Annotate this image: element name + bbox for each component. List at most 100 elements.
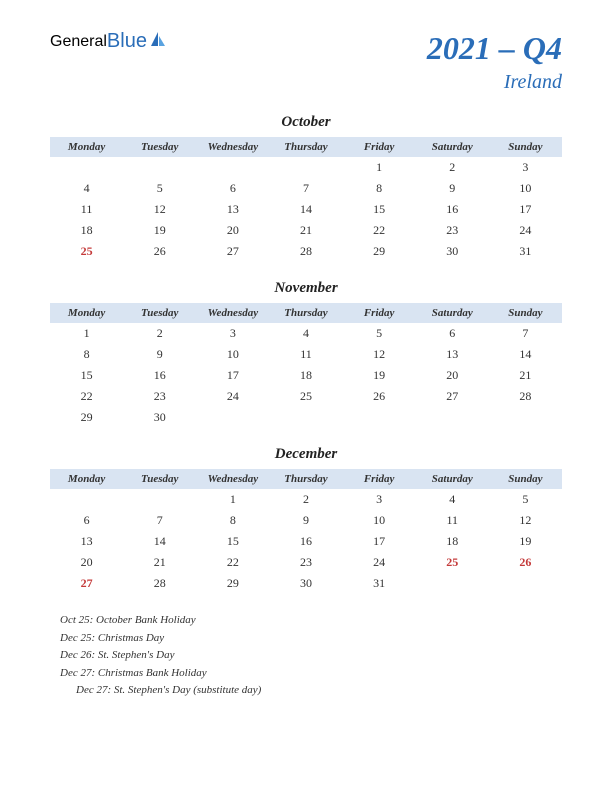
calendar-cell: 15 xyxy=(196,531,269,552)
calendar-cell xyxy=(489,573,562,594)
calendar-cell: 27 xyxy=(196,241,269,262)
calendar-row: 2930 xyxy=(50,407,562,428)
calendar-cell: 31 xyxy=(343,573,416,594)
calendar-cell: 28 xyxy=(269,241,342,262)
calendar-row: 1234567 xyxy=(50,323,562,344)
day-header: Sunday xyxy=(489,303,562,323)
calendar-cell: 22 xyxy=(50,386,123,407)
calendar-cell: 30 xyxy=(416,241,489,262)
calendar-cell: 19 xyxy=(123,220,196,241)
calendar-cell xyxy=(489,407,562,428)
calendar-row: 25262728293031 xyxy=(50,241,562,262)
calendar-cell xyxy=(50,157,123,178)
months-container: OctoberMondayTuesdayWednesdayThursdayFri… xyxy=(50,114,562,594)
month-block: October MondayTuesdayWednesdayThursdayFri… xyxy=(50,114,562,262)
calendar-cell: 6 xyxy=(416,323,489,344)
month-name: November xyxy=(50,280,562,297)
calendar-cell: 29 xyxy=(196,573,269,594)
header: GeneralBlue 2021 – Q4 Ireland xyxy=(50,30,562,94)
calendar-cell: 10 xyxy=(489,178,562,199)
title-block: 2021 – Q4 Ireland xyxy=(427,30,562,94)
calendar-row: 15161718192021 xyxy=(50,365,562,386)
calendar-cell: 28 xyxy=(489,386,562,407)
calendar-cell: 11 xyxy=(416,510,489,531)
calendar-cell: 8 xyxy=(196,510,269,531)
calendar-cell: 3 xyxy=(343,489,416,510)
calendar-table: MondayTuesdayWednesdayThursdayFridaySatu… xyxy=(50,469,562,594)
calendar-cell: 27 xyxy=(416,386,489,407)
calendar-cell: 23 xyxy=(269,552,342,573)
calendar-table: MondayTuesdayWednesdayThursdayFridaySatu… xyxy=(50,137,562,262)
calendar-cell xyxy=(196,157,269,178)
calendar-cell: 20 xyxy=(50,552,123,573)
calendar-cell: 14 xyxy=(489,344,562,365)
day-header: Tuesday xyxy=(123,469,196,489)
calendar-cell: 18 xyxy=(50,220,123,241)
calendar-cell: 22 xyxy=(343,220,416,241)
calendar-cell: 9 xyxy=(269,510,342,531)
holidays-list: Oct 25: October Bank HolidayDec 25: Chri… xyxy=(50,612,562,700)
calendar-cell: 15 xyxy=(50,365,123,386)
calendar-cell: 27 xyxy=(50,573,123,594)
year-quarter: 2021 – Q4 xyxy=(427,30,562,67)
day-header: Friday xyxy=(343,303,416,323)
logo: GeneralBlue xyxy=(50,30,167,53)
day-header: Tuesday xyxy=(123,303,196,323)
month-name: December xyxy=(50,446,562,463)
calendar-cell: 13 xyxy=(50,531,123,552)
calendar-cell: 30 xyxy=(123,407,196,428)
calendar-cell: 16 xyxy=(123,365,196,386)
calendar-cell: 12 xyxy=(123,199,196,220)
calendar-cell: 26 xyxy=(123,241,196,262)
calendar-cell: 26 xyxy=(489,552,562,573)
calendar-cell: 23 xyxy=(123,386,196,407)
calendar-row: 45678910 xyxy=(50,178,562,199)
calendar-cell: 11 xyxy=(50,199,123,220)
day-header: Saturday xyxy=(416,303,489,323)
day-header: Wednesday xyxy=(196,469,269,489)
calendar-cell: 21 xyxy=(489,365,562,386)
calendar-cell: 7 xyxy=(489,323,562,344)
calendar-cell: 2 xyxy=(269,489,342,510)
day-header: Friday xyxy=(343,469,416,489)
day-header: Monday xyxy=(50,469,123,489)
calendar-cell: 29 xyxy=(343,241,416,262)
country-name: Ireland xyxy=(427,71,562,94)
month-block: November MondayTuesdayWednesdayThursdayFr… xyxy=(50,280,562,428)
calendar-cell: 29 xyxy=(50,407,123,428)
calendar-cell: 2 xyxy=(416,157,489,178)
calendar-cell: 5 xyxy=(489,489,562,510)
calendar-row: 11121314151617 xyxy=(50,199,562,220)
calendar-cell: 20 xyxy=(416,365,489,386)
calendar-cell: 6 xyxy=(50,510,123,531)
month-block: December MondayTuesdayWednesdayThursdayFr… xyxy=(50,446,562,594)
calendar-cell: 10 xyxy=(343,510,416,531)
day-header: Thursday xyxy=(269,469,342,489)
calendar-cell xyxy=(196,407,269,428)
calendar-cell: 25 xyxy=(269,386,342,407)
calendar-row: 20212223242526 xyxy=(50,552,562,573)
calendar-cell: 7 xyxy=(269,178,342,199)
calendar-row: 123 xyxy=(50,157,562,178)
calendar-cell: 13 xyxy=(196,199,269,220)
calendar-cell: 15 xyxy=(343,199,416,220)
calendar-table: MondayTuesdayWednesdayThursdayFridaySatu… xyxy=(50,303,562,428)
calendar-row: 12345 xyxy=(50,489,562,510)
calendar-cell xyxy=(416,573,489,594)
day-header: Saturday xyxy=(416,469,489,489)
calendar-cell: 30 xyxy=(269,573,342,594)
calendar-cell: 11 xyxy=(269,344,342,365)
logo-text-general: General xyxy=(50,33,107,51)
calendar-cell xyxy=(269,407,342,428)
calendar-cell: 16 xyxy=(269,531,342,552)
calendar-row: 22232425262728 xyxy=(50,386,562,407)
month-name: October xyxy=(50,114,562,131)
day-header: Wednesday xyxy=(196,303,269,323)
calendar-row: 2728293031 xyxy=(50,573,562,594)
day-header: Tuesday xyxy=(123,137,196,157)
calendar-cell: 19 xyxy=(343,365,416,386)
calendar-cell: 24 xyxy=(196,386,269,407)
calendar-cell: 9 xyxy=(123,344,196,365)
calendar-cell: 16 xyxy=(416,199,489,220)
holiday-list-item: Dec 27: St. Stephen's Day (substitute da… xyxy=(60,682,562,700)
